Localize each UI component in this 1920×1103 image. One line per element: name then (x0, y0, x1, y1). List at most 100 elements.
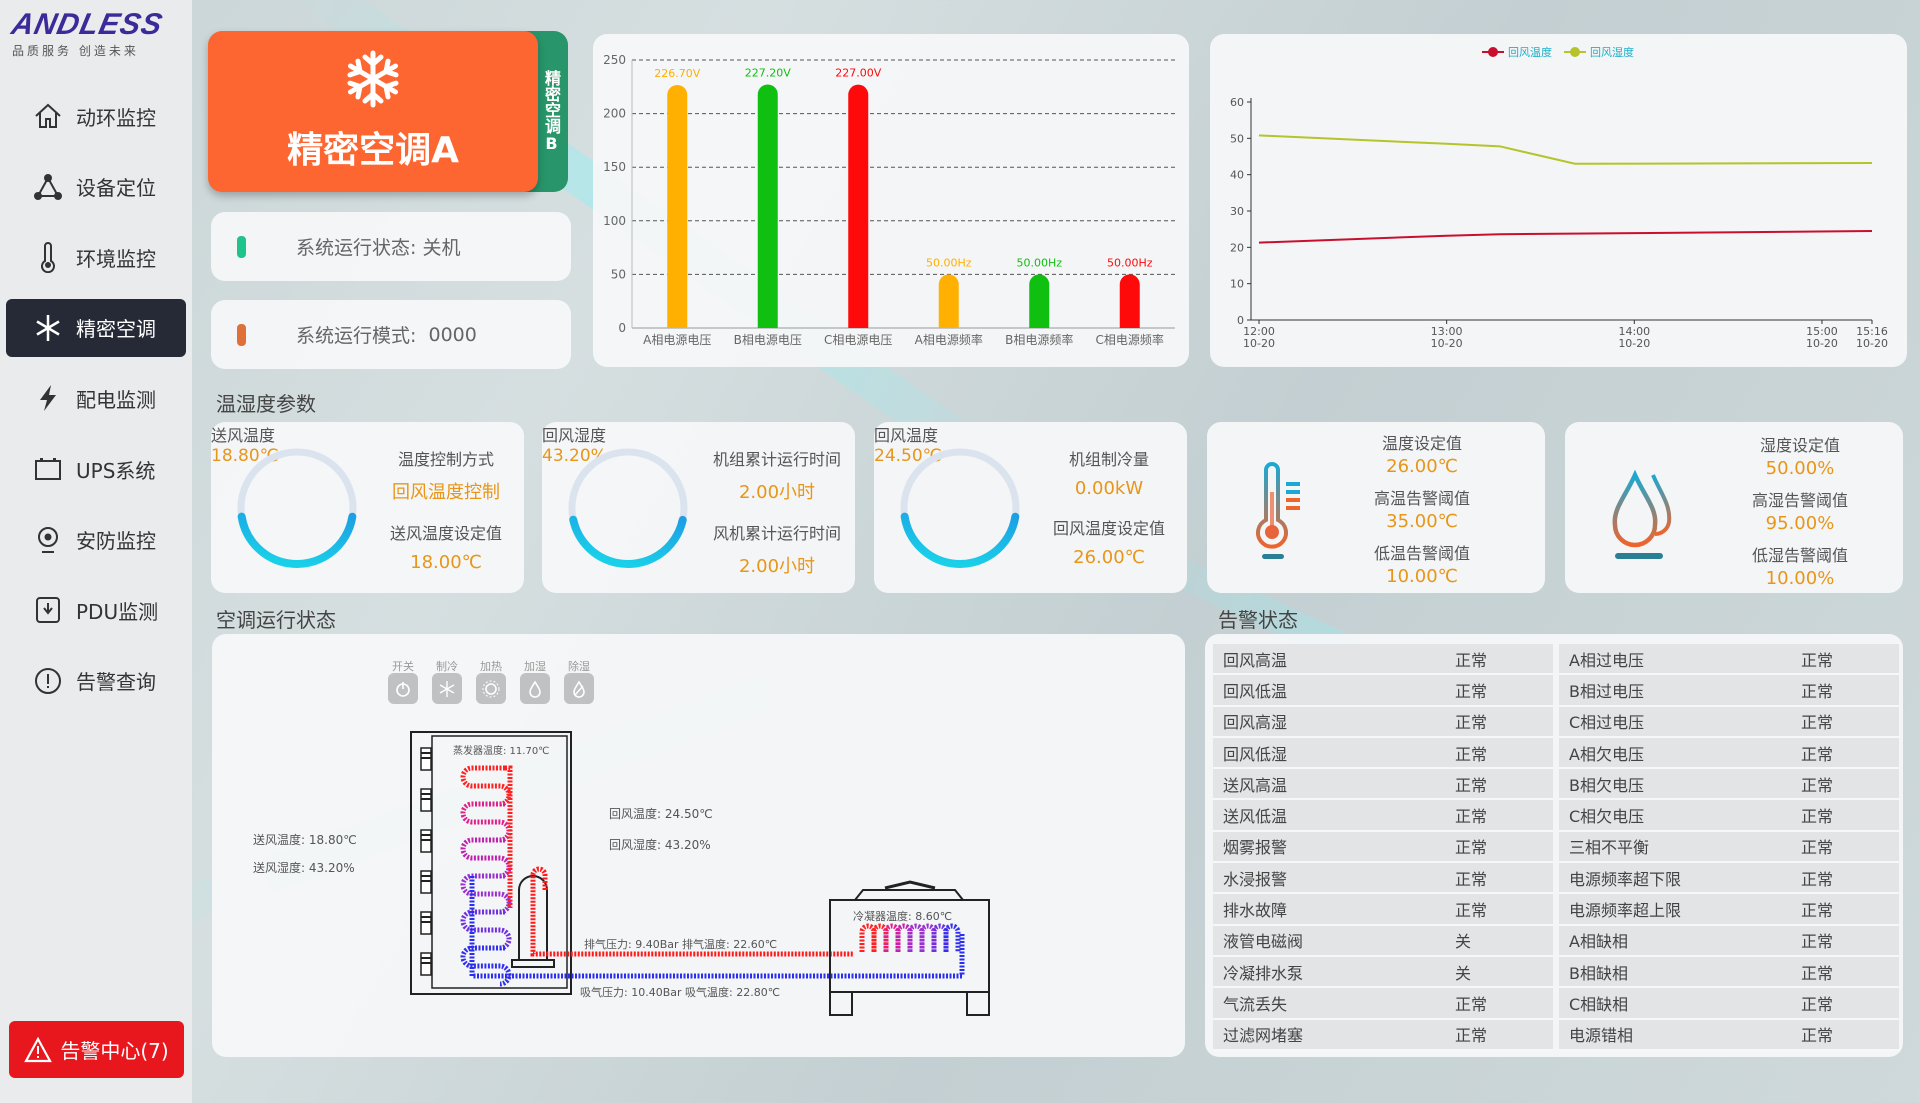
alarm-row: 回风低温 正常 (1213, 675, 1553, 707)
y-tick-label: 150 (603, 160, 626, 174)
bar-value-label: 226.70V (654, 67, 700, 80)
alarm-row: 气流丢失 正常 (1213, 988, 1553, 1020)
param-label: 温度控制方式 (397, 450, 494, 469)
y-tick-label: 50 (611, 267, 626, 281)
alert-circle-icon (35, 667, 61, 694)
alarm-row: 水浸报警 正常 (1213, 863, 1553, 895)
sun-button[interactable] (476, 673, 506, 704)
alarm-state: 正常 (1801, 994, 1834, 1014)
alarm-row: 三相不平衡 正常 (1559, 831, 1899, 864)
alarm-name: 回风高湿 (1223, 713, 1288, 733)
sidebar-item-8[interactable]: PDU监测 (6, 581, 186, 639)
run-mode-value: 0000 (428, 323, 477, 346)
param-label: 机组累计运行时间 (712, 450, 841, 469)
sidebar-item-4[interactable]: 精密空调 (6, 298, 186, 357)
alarm-state: 正常 (1801, 807, 1834, 827)
alarm-name: 回风高温 (1223, 650, 1288, 670)
y-tick-label: 200 (603, 107, 626, 121)
alarm-name: 送风高温 (1223, 775, 1288, 795)
gauge-ring (568, 448, 688, 568)
logo-brand: ANDLESS (8, 8, 166, 41)
sidebar-item-label: 动环监控 (76, 105, 156, 130)
drop-slash-button[interactable] (564, 673, 594, 704)
bar (938, 274, 959, 328)
gauge-card-3: 回风温度 24.50℃ 机组制冷量 0.00kW 回风温度设定值 26.00℃ (874, 422, 1187, 593)
alarm-state: 正常 (1455, 838, 1488, 858)
high-hum-threshold-label: 高湿告警阈值 (1751, 491, 1848, 510)
alarm-row: 回风低湿 正常 (1213, 737, 1553, 770)
bar-chart-svg: 0 50 100 150 200 250 226.70V A相电源电压 227.20V B相电源电… (603, 53, 1175, 347)
bar (1119, 274, 1140, 328)
sidebar-item-1[interactable]: 动环监控 (6, 87, 186, 145)
warning-icon (24, 1036, 53, 1062)
sidebar-item-7[interactable]: 安防监控 (6, 511, 186, 569)
run-button-label: 制冷 (436, 660, 458, 673)
alarm-name: 过滤网堵塞 (1223, 1026, 1304, 1046)
sidebar-item-6[interactable]: UPS系统 (6, 440, 186, 498)
drop-button[interactable] (520, 673, 550, 704)
run-section-title: 空调运行状态 (216, 608, 336, 632)
high-hum-threshold-value: 95.00% (1765, 513, 1835, 534)
param-label: 送风温度设定值 (389, 524, 502, 543)
alarm-state: 正常 (1455, 869, 1488, 889)
legend-marker (1570, 47, 1580, 57)
alarm-center-button[interactable]: 告警中心(7) (9, 1021, 184, 1078)
alarm-state: 正常 (1455, 775, 1488, 795)
run-button-label: 除湿 (568, 660, 590, 673)
alarm-row: 冷凝排水泵 关 (1213, 956, 1553, 989)
drop-slash-icon (573, 679, 585, 698)
snowflake-button[interactable] (432, 673, 462, 704)
gauge-label: 回风湿度 (542, 426, 607, 445)
pdu-icon (36, 597, 60, 624)
alarm-name: 冷凝排水泵 (1223, 963, 1304, 983)
x-tick-date: 10-20 (1856, 337, 1888, 350)
alarm-row: 排水故障 正常 (1213, 894, 1553, 926)
alarm-state: 关 (1455, 932, 1472, 952)
y-tick-label: 0 (1237, 314, 1244, 327)
low-hum-threshold-value: 10.00% (1765, 568, 1835, 589)
sidebar-item-5[interactable]: 配电监测 (6, 369, 186, 427)
gauge-card-1: 送风温度 18.80℃ 温度控制方式 回风温度控制 送风温度设定值 18.00℃ (211, 422, 524, 593)
alarm-state: 正常 (1455, 650, 1488, 670)
legend-label[interactable]: 回风温度 (1508, 45, 1552, 59)
hum-setpoint-value: 50.00% (1765, 458, 1835, 479)
network-icon (34, 173, 62, 200)
alarm-row: C相缺相 正常 (1559, 988, 1899, 1020)
unit-a-title: 精密空调A (287, 130, 459, 171)
sidebar-item-2[interactable]: 设备定位 (6, 158, 186, 216)
run-state-value: 关机 (422, 237, 461, 259)
power-button[interactable] (388, 673, 418, 704)
sidebar-item-label: 告警查询 (76, 670, 156, 695)
param-value: 回风温度控制 (392, 482, 500, 503)
alarm-row: C相欠电压 正常 (1559, 800, 1899, 832)
alarm-row: 回风高湿 正常 (1213, 706, 1553, 738)
alarm-name: 烟雾报警 (1223, 838, 1288, 858)
high-temp-threshold-label: 高温告警阈值 (1373, 489, 1470, 508)
gauge-label: 送风温度 (211, 426, 276, 445)
alarm-state: 正常 (1801, 775, 1834, 795)
legend-label[interactable]: 回风湿度 (1590, 45, 1634, 59)
alarm-row: 送风高温 正常 (1213, 769, 1553, 801)
bar-value-label: 50.00Hz (1107, 256, 1153, 269)
alarm-row: 过滤网堵塞 正常 (1213, 1019, 1553, 1051)
sidebar-item-3[interactable]: 环境监控 (6, 228, 186, 286)
alarm-state: 正常 (1455, 681, 1488, 701)
water-drop-icon (1612, 469, 1672, 559)
run-state-indicator (237, 235, 246, 258)
param-value: 0.00kW (1074, 478, 1144, 499)
alarm-state: 正常 (1455, 807, 1488, 827)
run-button-label: 加热 (480, 660, 502, 673)
alarm-row: C相过电压 正常 (1559, 706, 1899, 738)
alarm-state: 正常 (1455, 713, 1488, 733)
alarm-name: 电源错相 (1569, 1026, 1634, 1046)
high-temp-threshold-value: 35.00℃ (1386, 511, 1458, 532)
unit-a-tab[interactable]: 精密空调A (208, 31, 538, 192)
alarm-state: 正常 (1801, 681, 1834, 701)
bar (667, 84, 688, 328)
temp-setpoint-card: 温度设定值 26.00℃ 高温告警阈值 35.00℃ 低温告警阈值 10.00℃ (1207, 422, 1545, 593)
x-tick-time: 15:16 (1856, 325, 1888, 338)
hum-setpoint-values: 湿度设定值 50.00% 高湿告警阈值 95.00% 低湿告警阈值 10.00% (1725, 432, 1875, 589)
sidebar-item-9[interactable]: 告警查询 (6, 652, 186, 710)
alarm-row: A相过电压 正常 (1559, 644, 1899, 676)
param-label: 风机累计运行时间 (712, 524, 841, 543)
